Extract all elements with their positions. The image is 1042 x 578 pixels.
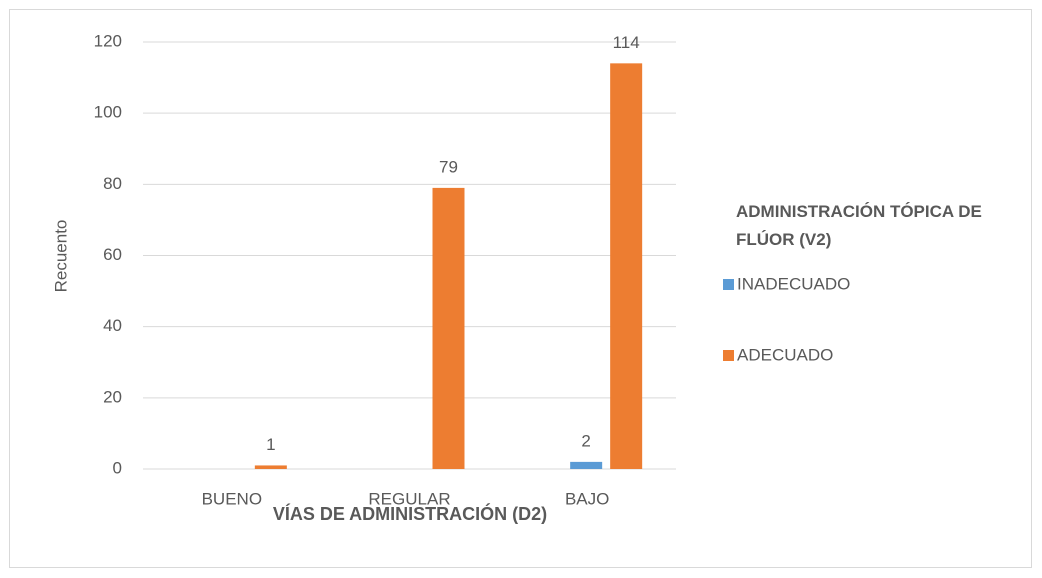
x-tick-label: BUENO <box>202 489 262 508</box>
y-tick-label: 100 <box>94 103 122 122</box>
x-axis-title: VÍAS DE ADMINISTRACIÓN (D2) <box>273 503 547 524</box>
bar <box>610 63 643 469</box>
y-tick-label: 60 <box>103 245 122 264</box>
data-label: 79 <box>439 157 458 176</box>
legend-swatch <box>723 350 734 361</box>
y-tick-label: 120 <box>94 31 122 50</box>
legend-title: ADMINISTRACIÓN TÓPICA DE FLÚOR (V2) <box>736 202 982 249</box>
x-tick-label: REGULAR <box>368 489 450 508</box>
data-label: 114 <box>613 33 640 52</box>
chart-border <box>9 9 1032 568</box>
x-tick-label: BAJO <box>565 489 609 508</box>
legend-swatch <box>723 279 734 290</box>
y-tick-label: 0 <box>113 458 122 477</box>
y-tick-label: 20 <box>103 387 122 406</box>
y-tick-label: 40 <box>103 316 122 335</box>
y-axis-title: Recuento <box>51 220 70 293</box>
data-label: 2 <box>581 431 590 450</box>
legend-label: INADECUADO <box>737 274 850 293</box>
data-label: 1 <box>266 435 275 454</box>
y-tick-label: 80 <box>103 174 122 193</box>
bar <box>570 461 603 469</box>
bar <box>254 465 287 469</box>
bar <box>432 187 465 469</box>
legend-label: ADECUADO <box>737 345 833 364</box>
